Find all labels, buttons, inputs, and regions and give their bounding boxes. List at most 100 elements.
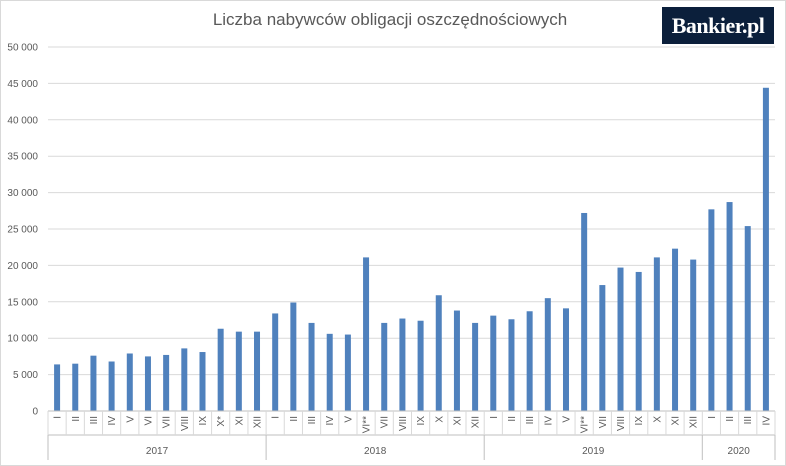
bar (326, 333, 333, 411)
bar (290, 302, 297, 411)
x-tick-label: VIII (180, 416, 191, 431)
x-tick-label: VII (380, 416, 391, 428)
bar (417, 320, 424, 411)
bar (126, 353, 133, 411)
x-tick-label: II (725, 416, 736, 422)
year-label: 2018 (364, 446, 387, 457)
bar (54, 364, 61, 411)
x-tick-label: II (289, 416, 300, 422)
y-axis-tick-labels: 0 5 000 10 000 15 000 20 000 25 000 30 000 35 0… (7, 43, 38, 418)
bar (254, 331, 261, 411)
bar (144, 356, 151, 411)
x-tick-label: IV (325, 416, 336, 426)
x-tick-label: IX (634, 416, 645, 426)
x-tick-label: I (271, 416, 282, 419)
x-tick-label: XII (471, 416, 482, 428)
y-tick-label: 10 000 (7, 334, 38, 345)
bar (235, 331, 242, 411)
x-tick-label: V (343, 416, 354, 423)
x-tick-label: I (489, 416, 500, 419)
x-tick-label: VI** (580, 416, 591, 433)
bar (617, 267, 624, 411)
bar (490, 315, 497, 411)
x-tick-label: IV (107, 416, 118, 426)
bar (308, 322, 315, 411)
bar (708, 209, 715, 411)
bar (163, 354, 170, 411)
x-axis-tick-labels: I II III IV V VI VII VIII IX X* XI XII I II III IV V VI**… (53, 416, 773, 434)
x-tick-label: XII (253, 416, 264, 428)
x-tick-label: V (125, 416, 136, 423)
bar (526, 311, 533, 411)
y-tick-label: 25 000 (7, 225, 38, 236)
bar (635, 271, 642, 411)
x-tick-label: I (53, 416, 64, 419)
bar (344, 334, 351, 411)
x-tick-label: XI (452, 416, 463, 425)
bar (363, 257, 370, 411)
bar (472, 322, 479, 411)
x-axis (47, 410, 776, 460)
bar (690, 259, 697, 411)
bar (399, 318, 406, 411)
y-tick-label: 20 000 (7, 261, 38, 272)
bar (581, 212, 588, 411)
bar (762, 87, 769, 412)
bar (72, 363, 79, 411)
x-tick-label: III (89, 416, 100, 424)
x-tick-label: VII (162, 416, 173, 428)
x-tick-label: X (652, 416, 663, 423)
x-tick-label: II (507, 416, 518, 422)
bar (672, 248, 679, 411)
bar (90, 355, 97, 411)
y-tick-label: 5 000 (13, 370, 38, 381)
bar (744, 226, 751, 411)
bar (272, 313, 279, 411)
bar (181, 348, 188, 411)
x-tick-label: IX (416, 416, 427, 426)
y-tick-label: 0 (32, 407, 38, 418)
y-tick-label: 50 000 (7, 43, 38, 54)
x-tick-label: III (743, 416, 754, 424)
bar (508, 319, 515, 411)
bar (199, 352, 206, 411)
x-tick-label: VIII (616, 416, 627, 431)
bar (381, 322, 388, 411)
bar (544, 298, 551, 411)
bars (54, 87, 769, 412)
x-tick-label: IV (543, 416, 554, 426)
x-tick-label: III (525, 416, 536, 424)
x-tick-label: X* (216, 416, 227, 427)
y-tick-label: 15 000 (7, 297, 38, 308)
chart-title: Liczba nabywców obligacji oszczędnościow… (212, 10, 568, 29)
bar (726, 202, 733, 411)
y-tick-label: 45 000 (7, 79, 38, 90)
x-tick-label: XI (234, 416, 245, 425)
x-tick-label: V (561, 416, 572, 423)
bar (108, 361, 115, 411)
x-tick-label: VI (143, 416, 154, 425)
bar (453, 310, 460, 411)
x-tick-label: III (307, 416, 318, 424)
bar (217, 328, 224, 411)
x-tick-label: VIII (398, 416, 409, 431)
bankier-logo: Bankier.pl (662, 7, 774, 44)
y-tick-label: 35 000 (7, 152, 38, 163)
x-tick-label: IV (761, 416, 772, 426)
year-label: 2020 (728, 446, 751, 457)
bar (435, 295, 442, 411)
year-label: 2017 (146, 446, 169, 457)
x-tick-label: VI** (362, 416, 373, 433)
x-tick-label: VII (598, 416, 609, 428)
bar (562, 308, 569, 411)
x-tick-label: X (434, 416, 445, 423)
y-tick-label: 30 000 (7, 188, 38, 199)
x-tick-label: IX (198, 416, 209, 426)
x-axis-year-labels: 2017 2018 2019 2020 (146, 446, 750, 457)
y-tick-label: 40 000 (7, 115, 38, 126)
x-tick-label: II (71, 416, 82, 422)
bar (653, 257, 660, 411)
bar (599, 285, 606, 411)
year-label: 2019 (582, 446, 605, 457)
